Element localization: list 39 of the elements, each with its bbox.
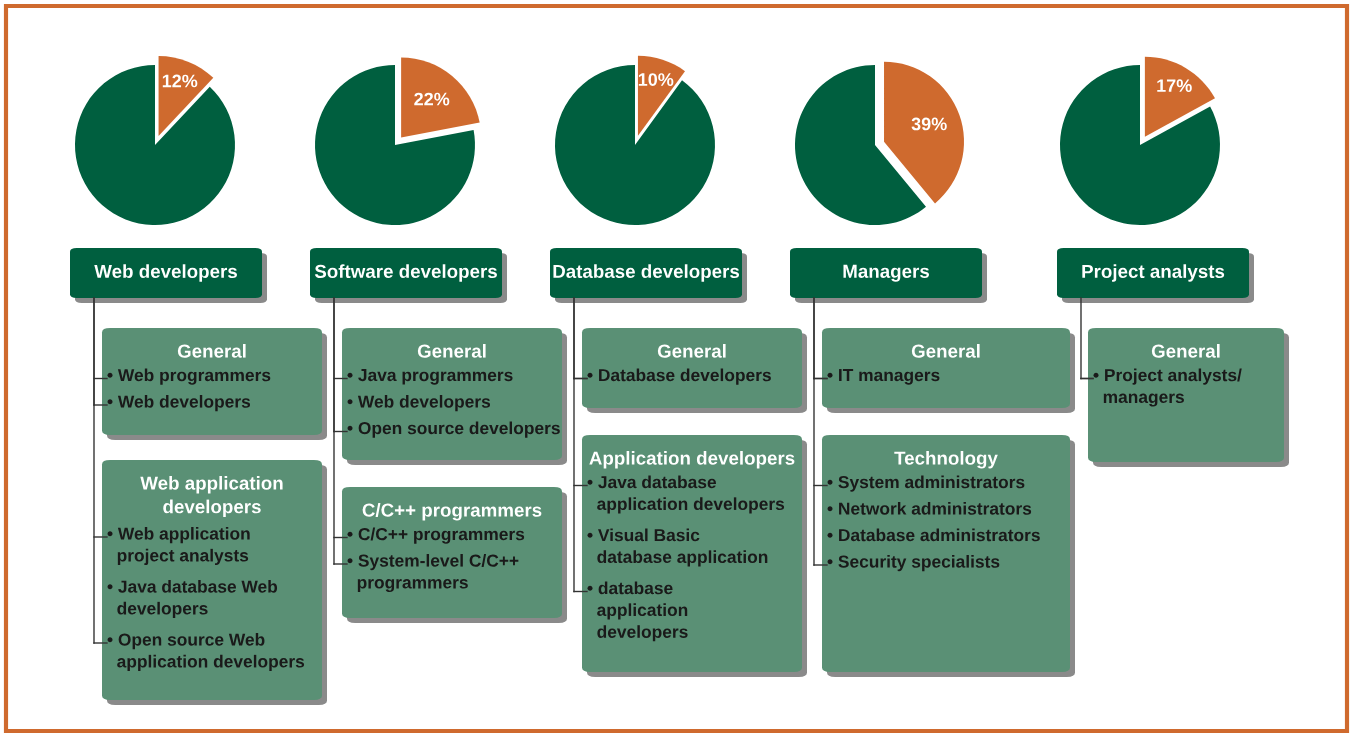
text: General [177,344,246,358]
text: • Web developers [347,395,491,412]
text: Application developers [589,451,795,469]
text: General [1151,344,1220,358]
text: • System administrators [827,475,1025,492]
text: C/C++ programmers [362,503,542,521]
text: • Web programmers [107,368,271,385]
text: Managers [843,264,929,282]
data-label: 17% [1157,79,1192,92]
text: • Open source developers [347,421,560,438]
data-label: 10% [638,73,674,86]
text: Web application developers [140,476,283,518]
text: Project analysts [1082,264,1225,282]
text: Database developers [553,264,740,282]
data-label: 12% [162,74,198,88]
text: • Database administrators [827,528,1040,542]
text: General [657,344,726,358]
text: • Security specialists [827,555,1000,572]
text: • System-level C/C++ programmers [347,554,519,593]
text: Technology [894,451,998,469]
text: • Java database application developers [587,475,785,514]
data-label: 39% [911,117,947,131]
text: • Database developers [587,368,771,385]
text: • Network administrators [827,502,1032,515]
text: • Web developers [107,395,251,412]
text: • C/C++ programmers [347,527,525,544]
text: • Java programmers [347,369,513,385]
text: • IT managers [827,369,940,385]
text: • Visual Basic database application [587,528,768,567]
text: • Java database Web developers [107,580,278,619]
text: • database application developers [587,581,688,642]
text: • Open source Web application developers [107,633,305,672]
text: • Web application project analysts [107,527,250,566]
text: • Project analysts/ managers [1093,368,1242,407]
text: General [417,344,486,358]
text: Software developers [314,264,497,282]
text: Web developers [94,264,237,282]
text: General [911,344,980,358]
data-label: 22% [414,92,450,106]
